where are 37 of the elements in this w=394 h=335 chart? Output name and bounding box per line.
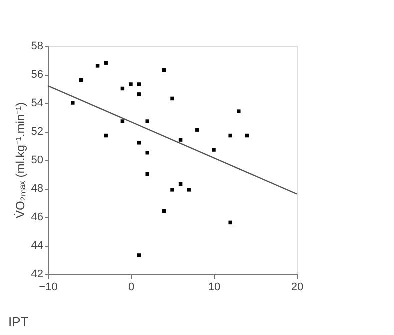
y-tick-label: 54 [31, 98, 44, 110]
point [170, 188, 174, 192]
y-tick-label: 42 [31, 268, 44, 280]
point [228, 220, 232, 225]
x-tick-label: 10 [208, 282, 221, 294]
point [137, 82, 142, 86]
point [212, 148, 216, 152]
point [178, 138, 183, 142]
y-tick-label: 46 [31, 212, 44, 224]
point [237, 110, 241, 114]
y-tick-label: 56 [31, 69, 44, 81]
point [146, 172, 150, 176]
point [120, 120, 125, 124]
x-axis-title: IPT [8, 314, 29, 330]
y-tick-label: 48 [31, 183, 44, 195]
point [137, 92, 142, 96]
point [137, 254, 142, 258]
x-tick-label: 20 [291, 282, 304, 294]
point [104, 134, 108, 138]
x-tick-label: −10 [39, 282, 58, 294]
y-tick-label: 50 [31, 154, 44, 166]
point [137, 141, 142, 145]
y-tick-label: 52 [31, 126, 44, 138]
point [104, 61, 108, 65]
point [228, 134, 232, 138]
point [71, 101, 75, 105]
point [196, 128, 200, 132]
point [187, 188, 191, 192]
y-tick-label: 44 [31, 240, 44, 252]
point [146, 120, 150, 124]
point [146, 151, 150, 155]
point [96, 64, 100, 68]
x-tick-label: 0 [128, 282, 135, 294]
point [170, 96, 174, 101]
y-tick-label: 58 [31, 40, 44, 52]
point [129, 82, 133, 86]
y-axis-title: V̇O₂ₘₐₓ (ml.kg⁻¹.min⁻¹) [13, 102, 28, 219]
